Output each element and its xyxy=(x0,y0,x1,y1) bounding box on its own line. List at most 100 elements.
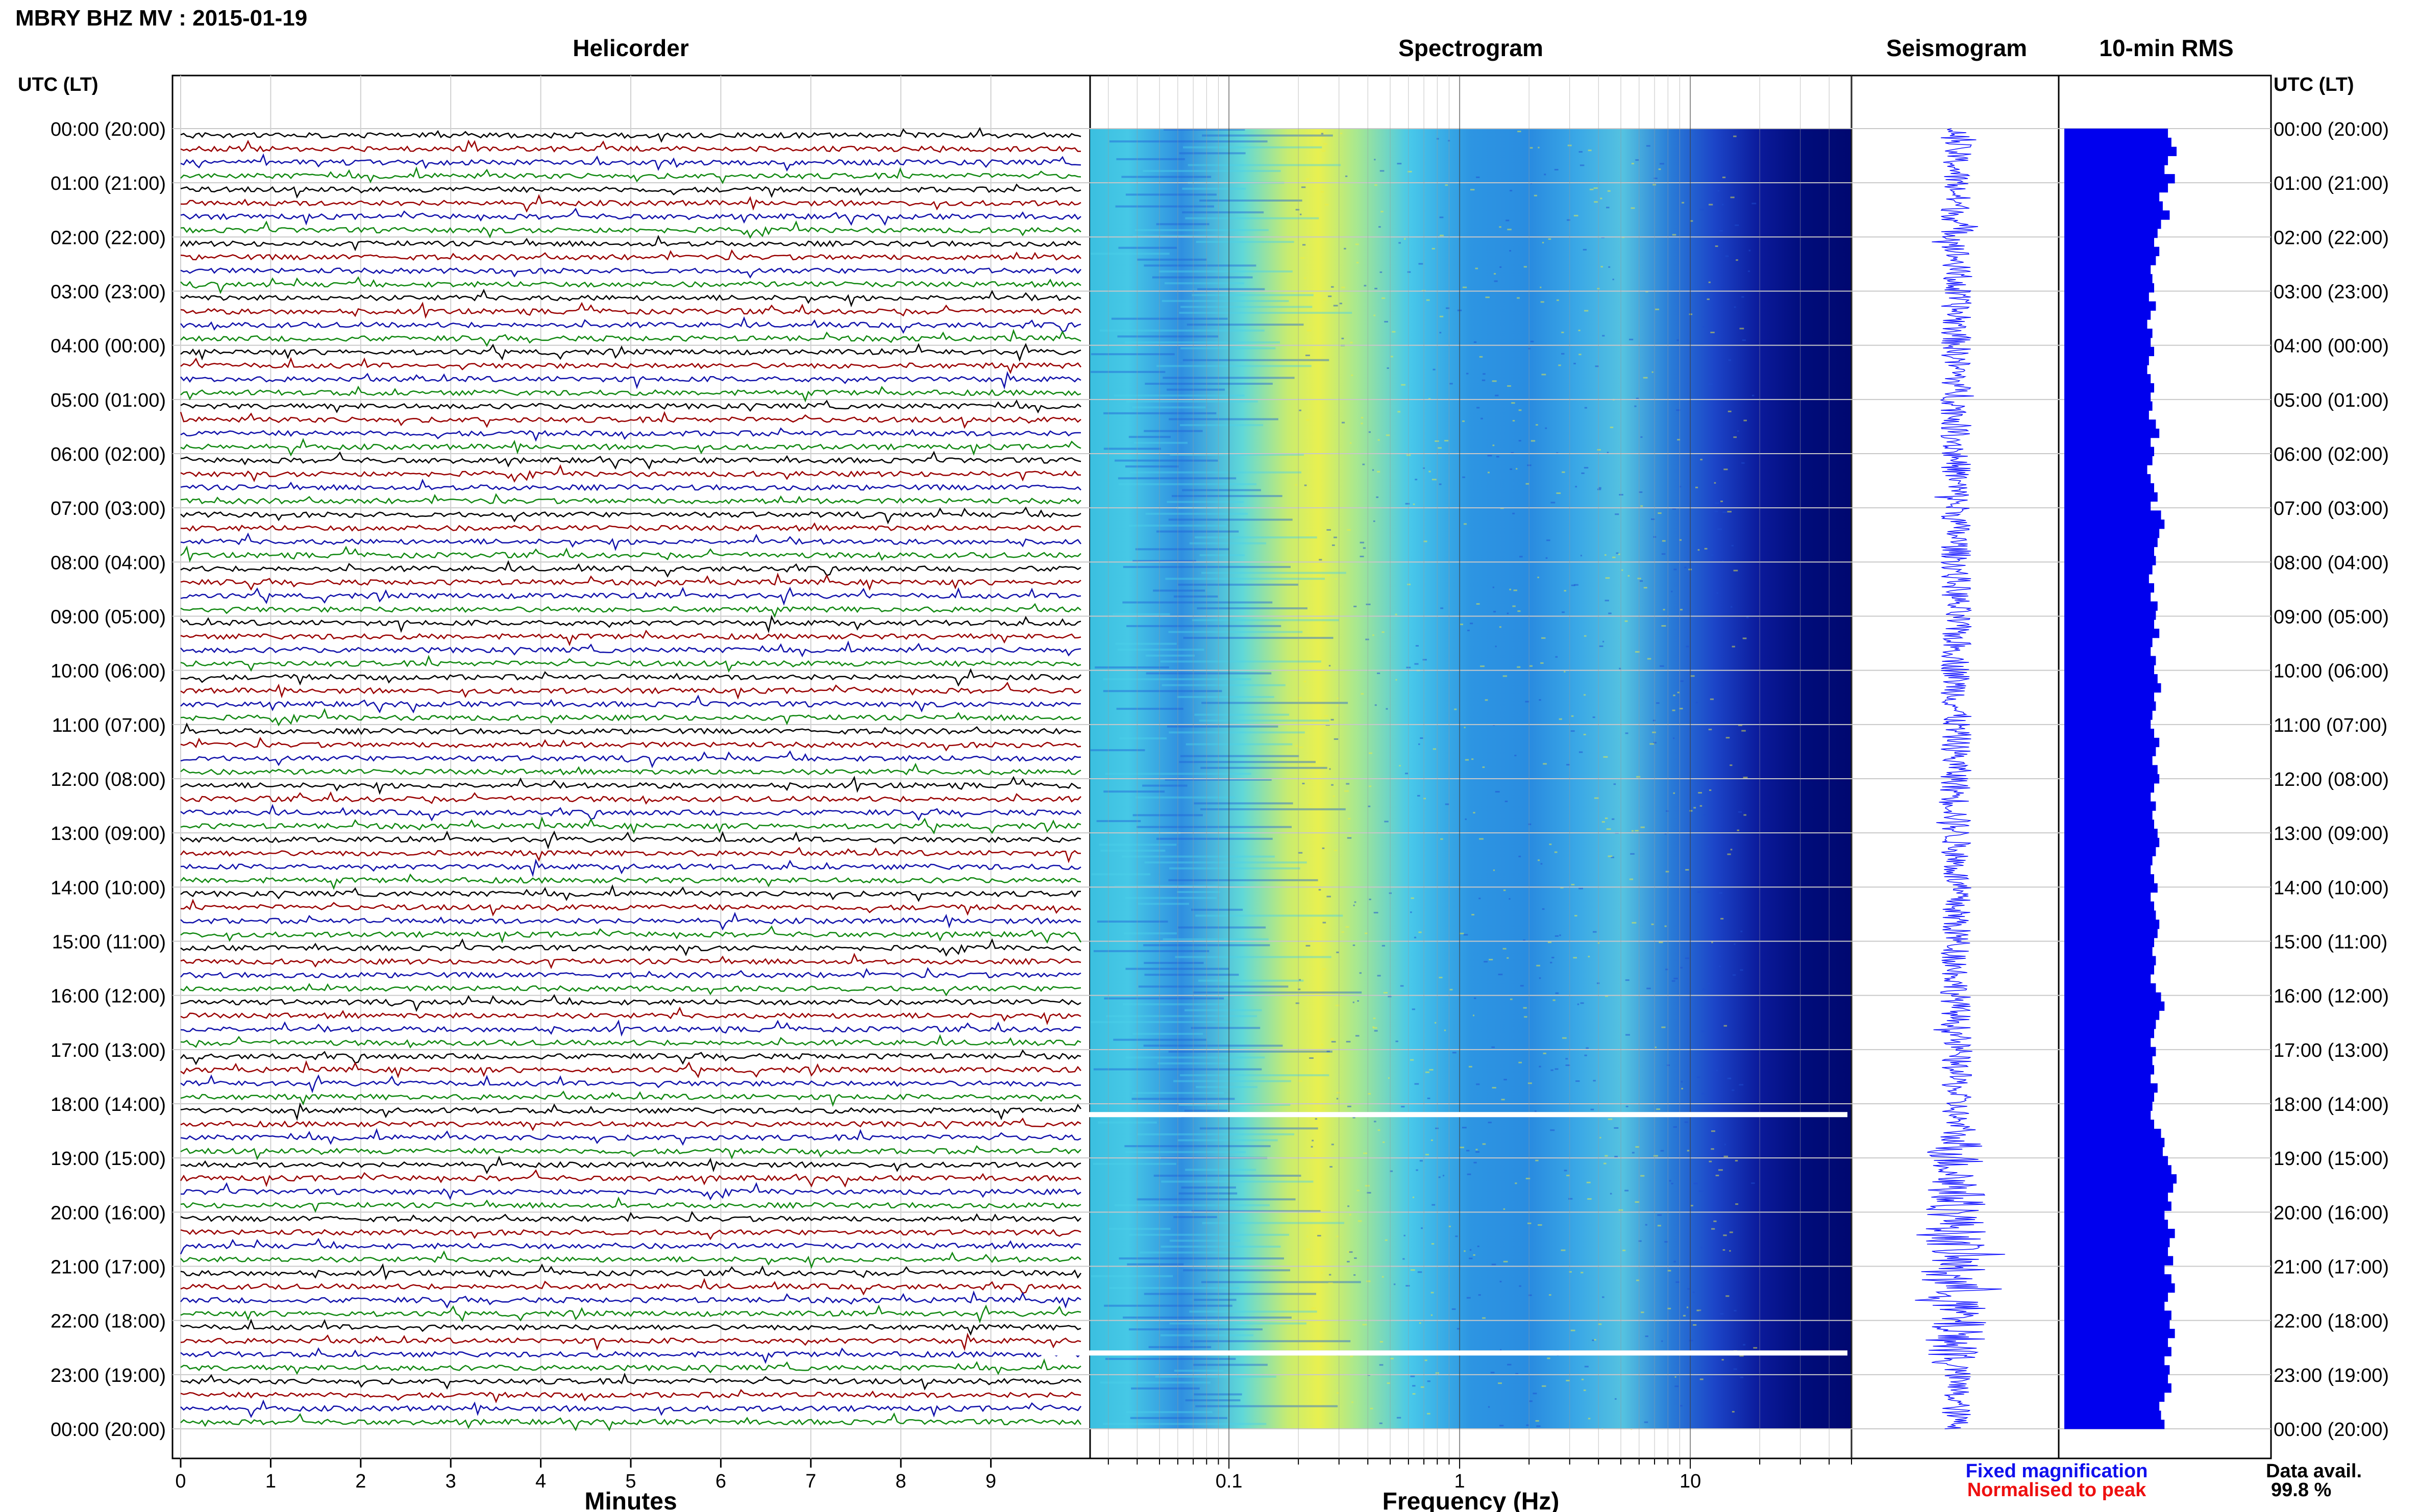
spectrogram-speckle xyxy=(1444,440,1449,442)
spectrogram-speckle xyxy=(1614,1155,1618,1157)
spectrogram-row xyxy=(1117,335,1219,338)
spectrogram-row xyxy=(1165,282,1244,285)
spectrogram-speckle xyxy=(1503,1079,1507,1081)
spectrogram-speckle xyxy=(1397,163,1402,165)
spectrogram-speckle xyxy=(1680,680,1684,682)
spectrogram-speckle xyxy=(1571,584,1575,586)
spectrogram-speckle xyxy=(1565,1064,1570,1067)
spectrogram-speckle xyxy=(1625,979,1630,981)
spectrogram-speckle xyxy=(1482,379,1486,381)
spectrogram-speckle xyxy=(1735,1160,1738,1162)
rms-bar xyxy=(2064,383,2154,393)
spectrogram-speckle xyxy=(1630,853,1635,855)
spectrogram-speckle xyxy=(1732,1089,1735,1091)
spectrogram-speckle xyxy=(1507,385,1511,387)
spectrogram-row xyxy=(1195,1405,1338,1407)
spectrogram-speckle xyxy=(1347,1205,1349,1207)
spectrogram-speckle xyxy=(1738,811,1742,813)
spectrogram-speckle xyxy=(1680,1405,1683,1407)
spectrogram-speckle xyxy=(1653,1155,1658,1157)
spectrogram-speckle xyxy=(1717,528,1722,530)
spectrogram-speckle xyxy=(1379,1364,1384,1366)
spectrogram-speckle xyxy=(1575,1080,1580,1082)
spectrogram-speckle xyxy=(1727,1078,1732,1080)
rms-bar xyxy=(2064,1265,2165,1275)
spectrogram-speckle xyxy=(1324,204,1329,206)
spectrogram-speckle xyxy=(1517,297,1520,299)
spectrogram-speckle xyxy=(1439,977,1443,979)
spectrogram-speckle xyxy=(1610,427,1614,429)
spectrogram-speckle xyxy=(1740,930,1743,932)
spectrogram-speckle xyxy=(1722,204,1724,206)
rms-bar xyxy=(2064,137,2171,147)
spectrogram-speckle xyxy=(1573,215,1578,217)
rms-bar xyxy=(2064,729,2154,738)
spectrogram-speckle xyxy=(1679,708,1683,710)
spectrogram-speckle xyxy=(1439,234,1444,236)
spectrogram-speckle xyxy=(1575,486,1577,488)
spectrogram-speckle xyxy=(1462,1127,1467,1129)
spectrogram-speckle xyxy=(1723,468,1728,470)
spectrogram-speckle xyxy=(1492,586,1494,588)
rms-bar xyxy=(2064,319,2148,329)
left-time-label: 22:00 (18:00) xyxy=(51,1311,166,1332)
spectrogram-speckle xyxy=(1737,430,1739,432)
spectrogram-speckle xyxy=(1586,1047,1589,1049)
helicorder-trace-line xyxy=(180,884,1081,902)
helicorder-trace-line xyxy=(180,139,1081,153)
spectrogram-speckle xyxy=(1539,977,1541,979)
spectrogram-row xyxy=(1137,1198,1296,1201)
spectrogram-row xyxy=(1177,696,1274,698)
spectrogram-speckle xyxy=(1314,1155,1316,1157)
spectrogram-speckle xyxy=(1717,190,1720,192)
rms-bar xyxy=(2064,229,2158,238)
spectrogram-speckle xyxy=(1562,471,1565,473)
spectrogram-speckle xyxy=(1350,341,1353,343)
spectrogram-speckle xyxy=(1556,452,1559,454)
spectrogram-speckle xyxy=(1491,1263,1496,1266)
spectrogram-speckle xyxy=(1446,307,1450,309)
spectrogram-speckle xyxy=(1467,1173,1471,1175)
spectrogram-speckle xyxy=(1578,887,1583,889)
rms-bar xyxy=(2064,429,2160,438)
spectrogram-speckle xyxy=(1304,277,1306,279)
spectrogram-speckle xyxy=(1393,1283,1396,1285)
spectrogram-speckle xyxy=(1366,1280,1371,1282)
helicorder-trace-line xyxy=(180,629,1081,647)
spectrogram-speckle xyxy=(1435,440,1439,442)
spectrogram-row xyxy=(1185,217,1319,219)
spectrogram-speckle xyxy=(1645,1335,1648,1337)
spectrogram-speckle xyxy=(1381,1276,1384,1278)
spectrogram-speckle xyxy=(1451,1308,1456,1310)
helicorder-trace-line xyxy=(180,532,1082,551)
spectrogram-speckle xyxy=(1410,1269,1415,1271)
spectrogram-speckle xyxy=(1439,332,1442,334)
spectrogram-speckle xyxy=(1571,884,1575,886)
spectrogram-speckle xyxy=(1733,436,1737,438)
spectrogram-speckle xyxy=(1549,844,1552,846)
spectrogram-speckle xyxy=(1373,314,1376,316)
spectrogram-row xyxy=(1124,1145,1271,1148)
rms-bar xyxy=(2064,783,2154,793)
spectrogram-speckle xyxy=(1690,675,1695,677)
spectrogram-speckle xyxy=(1361,423,1363,425)
spectrogram-speckle xyxy=(1304,484,1307,486)
spectrogram-speckle xyxy=(1608,612,1612,614)
spectrogram-speckle xyxy=(1578,330,1581,332)
spectrogram-speckle xyxy=(1462,476,1465,478)
spectrogram-speckle xyxy=(1597,449,1601,451)
spectrogram-row xyxy=(1199,554,1245,556)
spectrogram-speckle xyxy=(1640,1175,1645,1177)
spectrogram-speckle xyxy=(1485,699,1488,701)
helicorder-trace-line xyxy=(180,207,1081,226)
spectrogram-speckle xyxy=(1635,1201,1640,1203)
helicorder-traces xyxy=(180,127,1082,1431)
spectrogram-speckle xyxy=(1536,964,1540,966)
spectrogram-speckle xyxy=(1669,1180,1671,1182)
rms-bar xyxy=(2064,1374,2168,1384)
spectrogram-row xyxy=(1144,430,1203,432)
rms-bar xyxy=(2064,1183,2174,1193)
spectrogram-row xyxy=(1145,654,1195,657)
spectrogram-speckle xyxy=(1552,999,1556,1001)
spectrogram-speckle xyxy=(1331,784,1334,786)
